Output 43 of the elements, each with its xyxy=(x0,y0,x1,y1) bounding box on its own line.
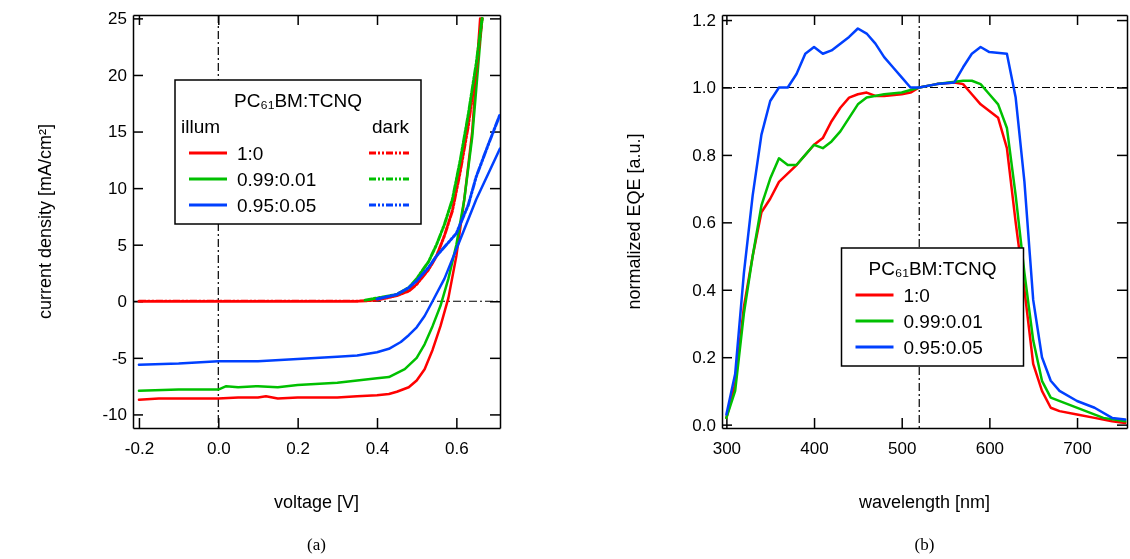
x-tick-label: 0.6 xyxy=(445,439,469,459)
line-series xyxy=(375,113,500,301)
y-tick-label: 0.2 xyxy=(692,348,716,368)
legend-title: PC₆₁BM:TCNQ xyxy=(233,90,363,111)
x-tick-label: 500 xyxy=(888,439,917,459)
y-tick-label: 0.6 xyxy=(692,213,716,233)
y-tick-label: 5 xyxy=(117,235,127,255)
y-tick-label: 25 xyxy=(108,9,127,29)
x-axis-title: wavelength [nm] xyxy=(857,492,991,512)
y-tick-label: -5 xyxy=(111,348,127,368)
legend-title: PC₆₁BM:TCNQ xyxy=(868,258,997,279)
line-series xyxy=(137,147,500,366)
y-tick-label: -10 xyxy=(102,405,127,425)
y-tick-label: 0.0 xyxy=(692,415,716,435)
legend-label: 0.99:0.01 xyxy=(903,311,983,332)
x-tick-label: 600 xyxy=(975,439,1005,459)
annotation: dark xyxy=(372,116,410,137)
x-tick-label: -0.2 xyxy=(124,439,155,459)
text: (a) xyxy=(307,535,326,554)
x-axis-title: voltage [V] xyxy=(273,492,360,512)
y-tick-label: 10 xyxy=(108,179,127,199)
y-tick-label: 15 xyxy=(108,122,127,142)
y-tick-label: 20 xyxy=(108,65,127,85)
legend-label: 1:0 xyxy=(237,143,264,164)
legend-label: 0.99:0.01 xyxy=(237,169,317,190)
y-axis-title: normalized EQE [a.u.] xyxy=(624,133,644,310)
x-tick-label: 0.0 xyxy=(206,439,231,459)
y-tick-label: 0.8 xyxy=(692,145,716,165)
x-tick-label: 0.2 xyxy=(286,439,310,459)
legend-label: 0.95:0.05 xyxy=(903,337,983,358)
text: (b) xyxy=(914,535,935,554)
y-tick-label: 0.4 xyxy=(692,280,716,300)
legend-label: 0.95:0.05 xyxy=(237,195,317,216)
x-tick-label: 700 xyxy=(1063,439,1092,459)
x-tick-label: 0.4 xyxy=(365,439,390,459)
annotation: illum xyxy=(181,116,221,137)
y-tick-label: 1.2 xyxy=(692,11,716,30)
x-tick-label: 400 xyxy=(800,439,829,459)
y-tick-label: 1.0 xyxy=(692,78,716,98)
legend-label: 1:0 xyxy=(903,285,930,306)
x-tick-label: 300 xyxy=(712,439,742,459)
y-axis-title: current density [mA/cm²] xyxy=(35,123,55,320)
y-tick-label: 0 xyxy=(117,292,127,312)
